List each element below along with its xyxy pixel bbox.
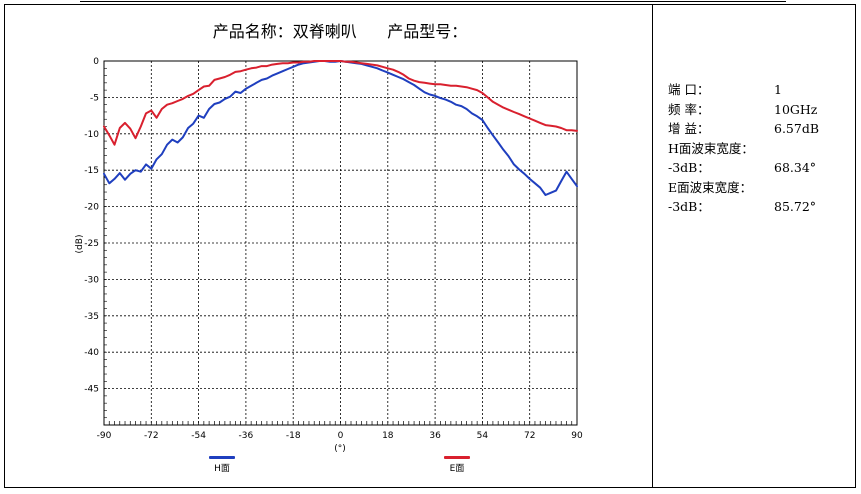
info-label: 增 益： xyxy=(668,121,710,136)
x-tick-label: -54 xyxy=(191,431,206,441)
info-value: 10GHz xyxy=(774,101,818,117)
x-tick-label: -36 xyxy=(239,431,254,441)
tick-labels: -90 -72 -54 -36 -18 0 18 36 54 72 90 0 -5 -10 -15 -20 -2… xyxy=(84,57,583,441)
info-label: -3dB： xyxy=(668,199,710,214)
x-tick-label: 90 xyxy=(571,431,583,441)
x-tick-label: 36 xyxy=(429,431,441,441)
info-label: 频 率： xyxy=(668,101,710,117)
grid xyxy=(104,61,577,425)
x-tick-label: 18 xyxy=(382,431,394,441)
report-frame xyxy=(4,4,856,488)
y-tick-label: -45 xyxy=(84,385,99,395)
legend-e-plane: E面 xyxy=(442,456,472,474)
x-tick-label: 72 xyxy=(524,431,535,441)
product-title: 产品名称：双脊喇叭 产品型号： xyxy=(212,22,468,41)
info-panel: 端 口： 1 频 率： 10GHz 增 益： 6.57dB H面波束宽度： -3… xyxy=(668,80,848,217)
info-row-h-beamwidth: H面波束宽度： xyxy=(668,139,848,159)
y-tick-label: -40 xyxy=(84,348,99,358)
top-rule xyxy=(80,1,786,2)
y-tick-label: -35 xyxy=(84,312,99,322)
y-tick-label: -5 xyxy=(90,93,99,103)
column-divider xyxy=(652,4,653,488)
x-tick-label: -90 xyxy=(97,431,112,441)
legend-label-h: H面 xyxy=(214,464,230,474)
x-tick-label: 54 xyxy=(477,431,489,441)
info-value: 1 xyxy=(774,82,782,97)
info-row-h-3db: -3dB： 68.34° xyxy=(668,158,848,178)
y-tick-label: -15 xyxy=(84,166,99,176)
legend-label-e: E面 xyxy=(449,464,465,474)
info-value: 68.34° xyxy=(774,160,817,175)
x-axis-label: (°) xyxy=(334,444,346,454)
info-value: 6.57dB xyxy=(774,121,820,136)
y-axis-label: (dB) xyxy=(75,235,85,254)
x-tick-label: -72 xyxy=(144,431,159,441)
info-label: -3dB： xyxy=(668,160,710,175)
series-layer xyxy=(103,60,578,196)
x-tick-label: -18 xyxy=(286,431,301,441)
x-tick-label: 0 xyxy=(338,431,344,441)
info-row-e-3db: -3dB： 85.72° xyxy=(668,197,848,217)
info-label: 端 口： xyxy=(668,82,710,97)
legend-h-plane: H面 xyxy=(207,456,237,474)
y-tick-label: -10 xyxy=(84,130,99,140)
legend-swatch-h xyxy=(209,456,235,459)
info-row-e-beamwidth: E面波束宽度： xyxy=(668,178,848,198)
y-tick-label: -25 xyxy=(84,239,99,249)
y-tick-label: -30 xyxy=(84,275,99,285)
info-label: E面波束宽度： xyxy=(668,179,753,195)
y-tick-label: -20 xyxy=(84,203,99,213)
info-value: 85.72° xyxy=(774,199,817,214)
legend-swatch-e xyxy=(444,456,470,459)
info-row-frequency: 频 率： 10GHz xyxy=(668,100,848,120)
series-line-e-plane xyxy=(103,60,578,146)
info-label: H面波束宽度： xyxy=(668,140,754,156)
info-row-port: 端 口： 1 xyxy=(668,80,848,100)
info-row-gain: 增 益： 6.57dB xyxy=(668,119,848,139)
y-tick-label: 0 xyxy=(93,57,99,67)
